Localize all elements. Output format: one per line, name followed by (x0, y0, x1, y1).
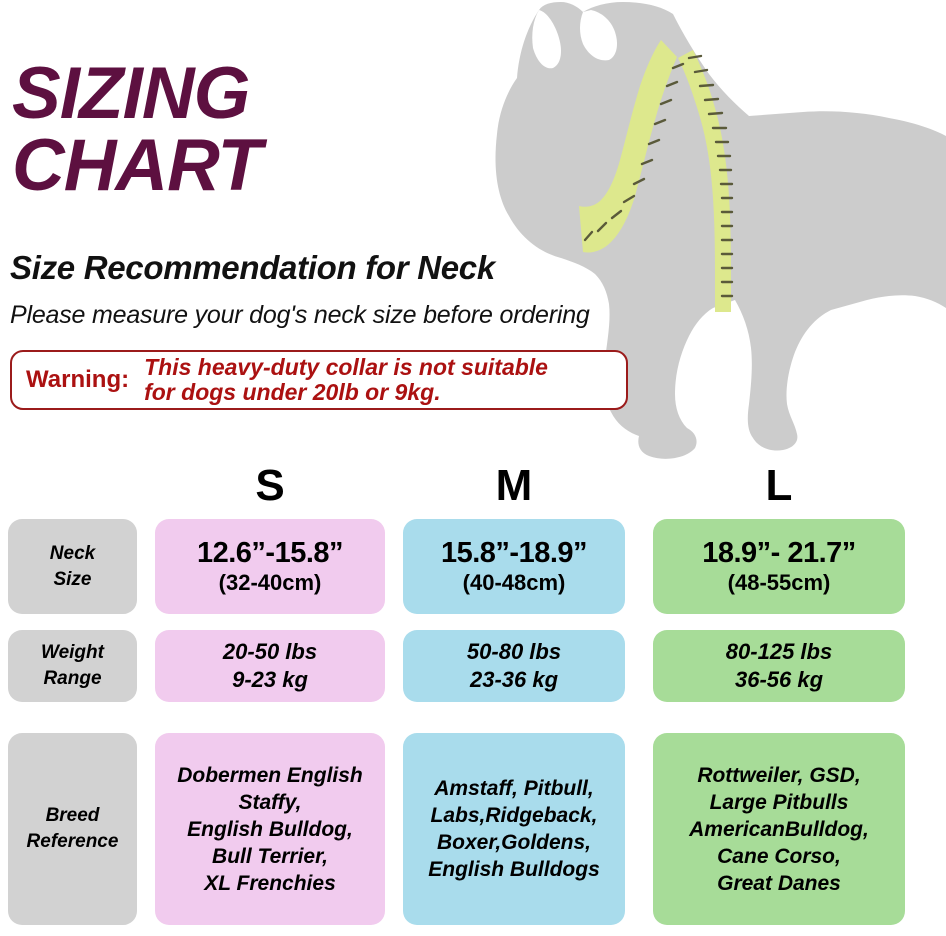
cell-breed-reference-l: Rottweiler, GSD, Large Pitbulls American… (653, 733, 905, 925)
row-label-line-2: Reference (26, 831, 119, 852)
cell-weight-range-s: 20-50 lbs 9-23 kg (155, 630, 385, 702)
cell-value-sub: 9-23 kg (232, 667, 308, 692)
breed-line: AmericanBulldog, (689, 817, 869, 841)
breed-line: XL Frenchies (204, 871, 336, 895)
row-label-line-2: Range (43, 668, 102, 689)
cell-neck-size-m: 15.8”-18.9” (40-48cm) (403, 519, 625, 614)
breed-line: Cane Corso, (717, 844, 841, 868)
breed-line: Labs,Ridgeback, (430, 804, 598, 827)
breed-line: English Bulldog, (187, 817, 353, 841)
cell-breed-reference-m: Amstaff, Pitbull, Labs,Ridgeback, Boxer,… (403, 733, 625, 925)
cell-value-sub: (32-40cm) (218, 570, 322, 595)
cell-value-main: 15.8”-18.9” (440, 537, 588, 569)
cell-value-sub: (40-48cm) (462, 570, 566, 595)
row-label-line-1: Neck (49, 542, 96, 564)
page-title: SIZING CHART (12, 53, 262, 206)
cell-weight-range-l: 80-125 lbs 36-56 kg (653, 630, 905, 702)
cell-neck-size-s: 12.6”-15.8” (32-40cm) (155, 519, 385, 614)
title-line-2: CHART (12, 125, 262, 206)
breed-line: Great Danes (717, 871, 841, 895)
row-label-line-2: Size (53, 568, 92, 590)
cell-value-sub: 36-56 kg (734, 667, 824, 692)
cell-value-sub: (48-55cm) (727, 570, 831, 595)
size-header-l: L (765, 461, 793, 510)
size-header-s: S (255, 461, 285, 510)
cell-value-sub: 23-36 kg (469, 667, 559, 692)
breed-line: Large Pitbulls (709, 790, 849, 814)
warning-box: Warning: This heavy-duty collar is not s… (10, 350, 628, 410)
cell-weight-range-m: 50-80 lbs 23-36 kg (403, 630, 625, 702)
row-label-line-1: Weight (41, 642, 104, 663)
cell-value-main: 20-50 lbs (222, 639, 318, 664)
breed-line: Rottweiler, GSD, (697, 763, 861, 787)
tagline: Please measure your dog's neck size befo… (10, 301, 590, 329)
cell-breed-reference-s: Dobermen English Staffy, English Bulldog… (155, 733, 385, 925)
subheading: Size Recommendation for Neck (10, 249, 495, 286)
cell-value-main: 18.9”- 21.7” (702, 537, 856, 569)
row-label-neck-size: Neck Size (8, 519, 137, 614)
cell-value-main: 12.6”-15.8” (196, 537, 344, 569)
warning-message-line-2: for dogs under 20lb or 9kg. (144, 379, 441, 405)
row-label-breed-reference: Breed Reference (8, 733, 137, 925)
dog-illustration (495, 2, 946, 459)
breed-line: Staffy, (238, 790, 302, 814)
size-header-m: M (495, 461, 533, 510)
breed-line: Dobermen English (177, 763, 363, 787)
cell-value-main: 50-80 lbs (466, 639, 562, 664)
breed-line: Amstaff, Pitbull, (434, 777, 594, 800)
warning-message-line-1: This heavy-duty collar is not suitable (144, 354, 548, 380)
breed-line: Boxer,Goldens, (436, 831, 592, 854)
cell-neck-size-l: 18.9”- 21.7” (48-55cm) (653, 519, 905, 614)
breed-line: English Bulldogs (428, 858, 600, 881)
title-line-1: SIZING (12, 53, 250, 134)
row-label-weight-range: Weight Range (8, 630, 137, 702)
warning-message: This heavy-duty collar is not suitable f… (129, 355, 548, 405)
warning-label: Warning: (26, 366, 130, 393)
measuring-tape-icon (579, 40, 734, 312)
breed-line: Bull Terrier, (212, 844, 328, 868)
row-label-line-1: Breed (45, 805, 100, 826)
cell-value-main: 80-125 lbs (725, 639, 833, 664)
